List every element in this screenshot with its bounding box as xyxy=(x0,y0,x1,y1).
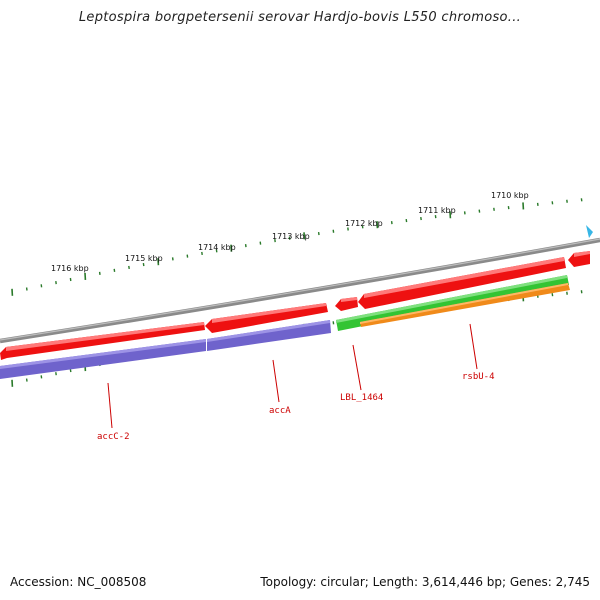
ruler-label-1715: 1715 kbp xyxy=(125,254,163,263)
gene-label-leaders xyxy=(107,323,478,429)
ruler-labels: 1716 kbp 1715 kbp 1714 kbp 1713 kbp 1712… xyxy=(51,191,529,273)
ruler-label-1714: 1714 kbp xyxy=(198,243,236,252)
gene-label-accC-2: accC-2 xyxy=(97,432,130,442)
cyan-triangle-icon[interactable] xyxy=(586,225,593,238)
accession-text: Accession: NC_008508 xyxy=(10,575,147,589)
ruler-label-1712: 1712 kbp xyxy=(345,219,383,228)
genome-backbone xyxy=(0,237,600,344)
ruler-label-1711: 1711 kbp xyxy=(418,206,456,215)
ruler-label-1710: 1710 kbp xyxy=(491,191,529,200)
outer-tick-ruler xyxy=(11,198,583,296)
ruler-label-1716: 1716 kbp xyxy=(51,264,89,273)
ruler-label-1713: 1713 kbp xyxy=(272,232,310,241)
gene-label-rsbU-4: rsbU-4 xyxy=(462,372,495,382)
forward-strand-genes xyxy=(0,251,590,360)
gene-labels: accC-2 accA LBL_1464 rsbU-4 xyxy=(97,372,495,442)
reverse-strand-genes xyxy=(0,320,331,379)
misc-features xyxy=(336,275,570,331)
gene-reverse-accA[interactable] xyxy=(207,320,331,351)
gene-label-accA: accA xyxy=(269,406,291,416)
gene-forward-accA[interactable] xyxy=(205,303,328,333)
gene-reverse-accC-2[interactable] xyxy=(0,339,206,379)
genome-summary-text: Topology: circular; Length: 3,614,446 bp… xyxy=(260,575,590,589)
map-title: Leptospira borgpetersenii serovar Hardjo… xyxy=(78,10,522,25)
gene-label-LBL_1464: LBL_1464 xyxy=(340,393,383,403)
